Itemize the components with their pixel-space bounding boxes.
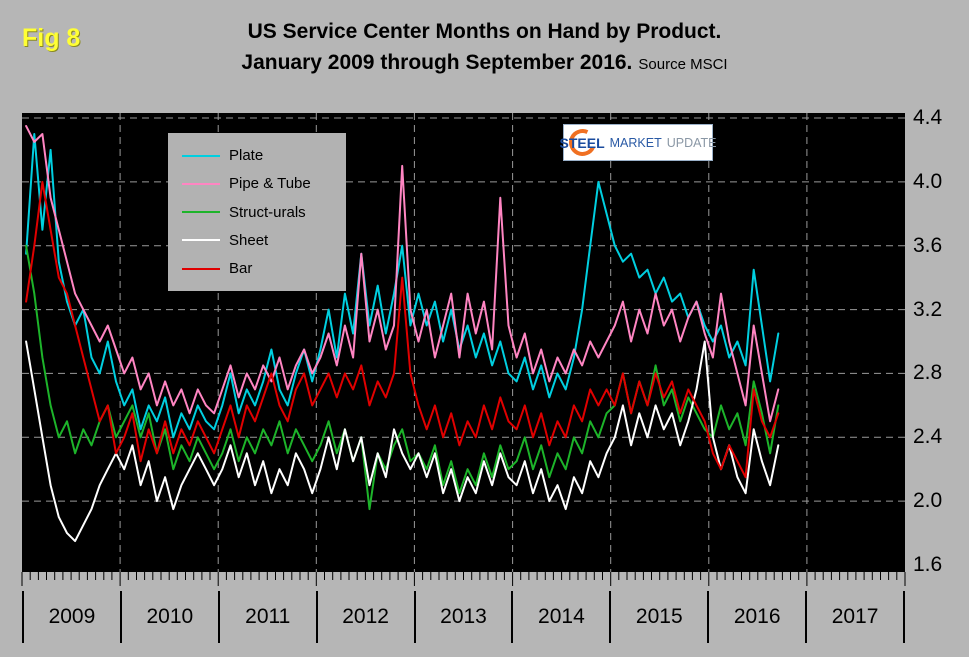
x-axis-year-label: 2013 <box>413 591 512 643</box>
y-axis-tick-label: 4.0 <box>913 170 943 193</box>
y-axis-tick-label: 4.4 <box>913 106 943 129</box>
chart-header: US Service Center Months on Hand by Prod… <box>0 16 969 80</box>
series-line-plate <box>25 133 780 439</box>
x-axis-year-label: 2010 <box>119 591 218 643</box>
chart-source: Source MSCI <box>638 56 728 73</box>
x-axis-year-label: 2014 <box>511 591 609 643</box>
legend-item: Pipe & Tube <box>182 175 346 192</box>
legend: Plate Pipe & Tube Struct-urals Sheet Bar <box>168 133 346 291</box>
x-axis-year-label: 2017 <box>805 591 906 643</box>
chart-subtitle-text: January 2009 through September 2016. <box>241 51 633 74</box>
chart-subtitle: January 2009 through September 2016. Sour… <box>0 47 969 80</box>
x-axis-year-label: 2011 <box>217 591 316 643</box>
logo-text-market: MARKET <box>609 135 662 150</box>
y-axis-tick-label: 3.6 <box>913 234 943 257</box>
y-axis: 1.6 2.0 2.4 2.8 3.2 3.6 4.0 4.4 <box>913 0 969 657</box>
logo-text-update: UPDATE <box>666 135 717 150</box>
chart-title: US Service Center Months on Hand by Prod… <box>247 20 722 43</box>
smu-logo: STEEL MARKET UPDATE <box>559 124 717 161</box>
legend-swatch-icon <box>182 211 220 213</box>
series-line-pipe-tube <box>25 125 780 423</box>
legend-swatch-icon <box>182 182 220 185</box>
series-line-struct-urals <box>25 244 780 511</box>
x-axis-year-label: 2012 <box>315 591 414 643</box>
legend-item: Struct-urals <box>182 204 346 221</box>
legend-swatch-icon <box>182 267 220 270</box>
legend-label: Bar <box>229 260 253 277</box>
y-axis-tick-label: 3.2 <box>913 298 943 321</box>
legend-swatch-icon <box>182 154 220 157</box>
y-axis-tick-label: 1.6 <box>913 553 943 576</box>
legend-item: Plate <box>182 147 346 164</box>
x-axis-year-label: 2016 <box>707 591 805 643</box>
legend-label: Pipe & Tube <box>229 175 311 193</box>
legend-label: Sheet <box>229 231 269 249</box>
series-line-bar <box>25 180 780 479</box>
logo-text-steel: STEEL <box>559 134 605 151</box>
figure-label: Fig 8 <box>22 24 81 52</box>
y-axis-tick-label: 2.8 <box>913 361 943 384</box>
legend-label: Plate <box>229 147 264 164</box>
legend-item: Sheet <box>182 232 346 249</box>
y-axis-tick-label: 2.0 <box>913 489 943 512</box>
legend-label: Struct-urals <box>229 203 306 221</box>
x-axis-year-label: 2015 <box>609 591 707 643</box>
legend-item: Bar <box>182 260 346 277</box>
x-axis-year-label: 2009 <box>22 591 120 643</box>
series-line-sheet <box>25 340 780 543</box>
legend-swatch-icon <box>182 239 220 242</box>
y-axis-tick-label: 2.4 <box>913 425 943 448</box>
x-axis: 2009 2010 2011 2012 2013 2014 2015 2016 2017 <box>22 591 906 643</box>
